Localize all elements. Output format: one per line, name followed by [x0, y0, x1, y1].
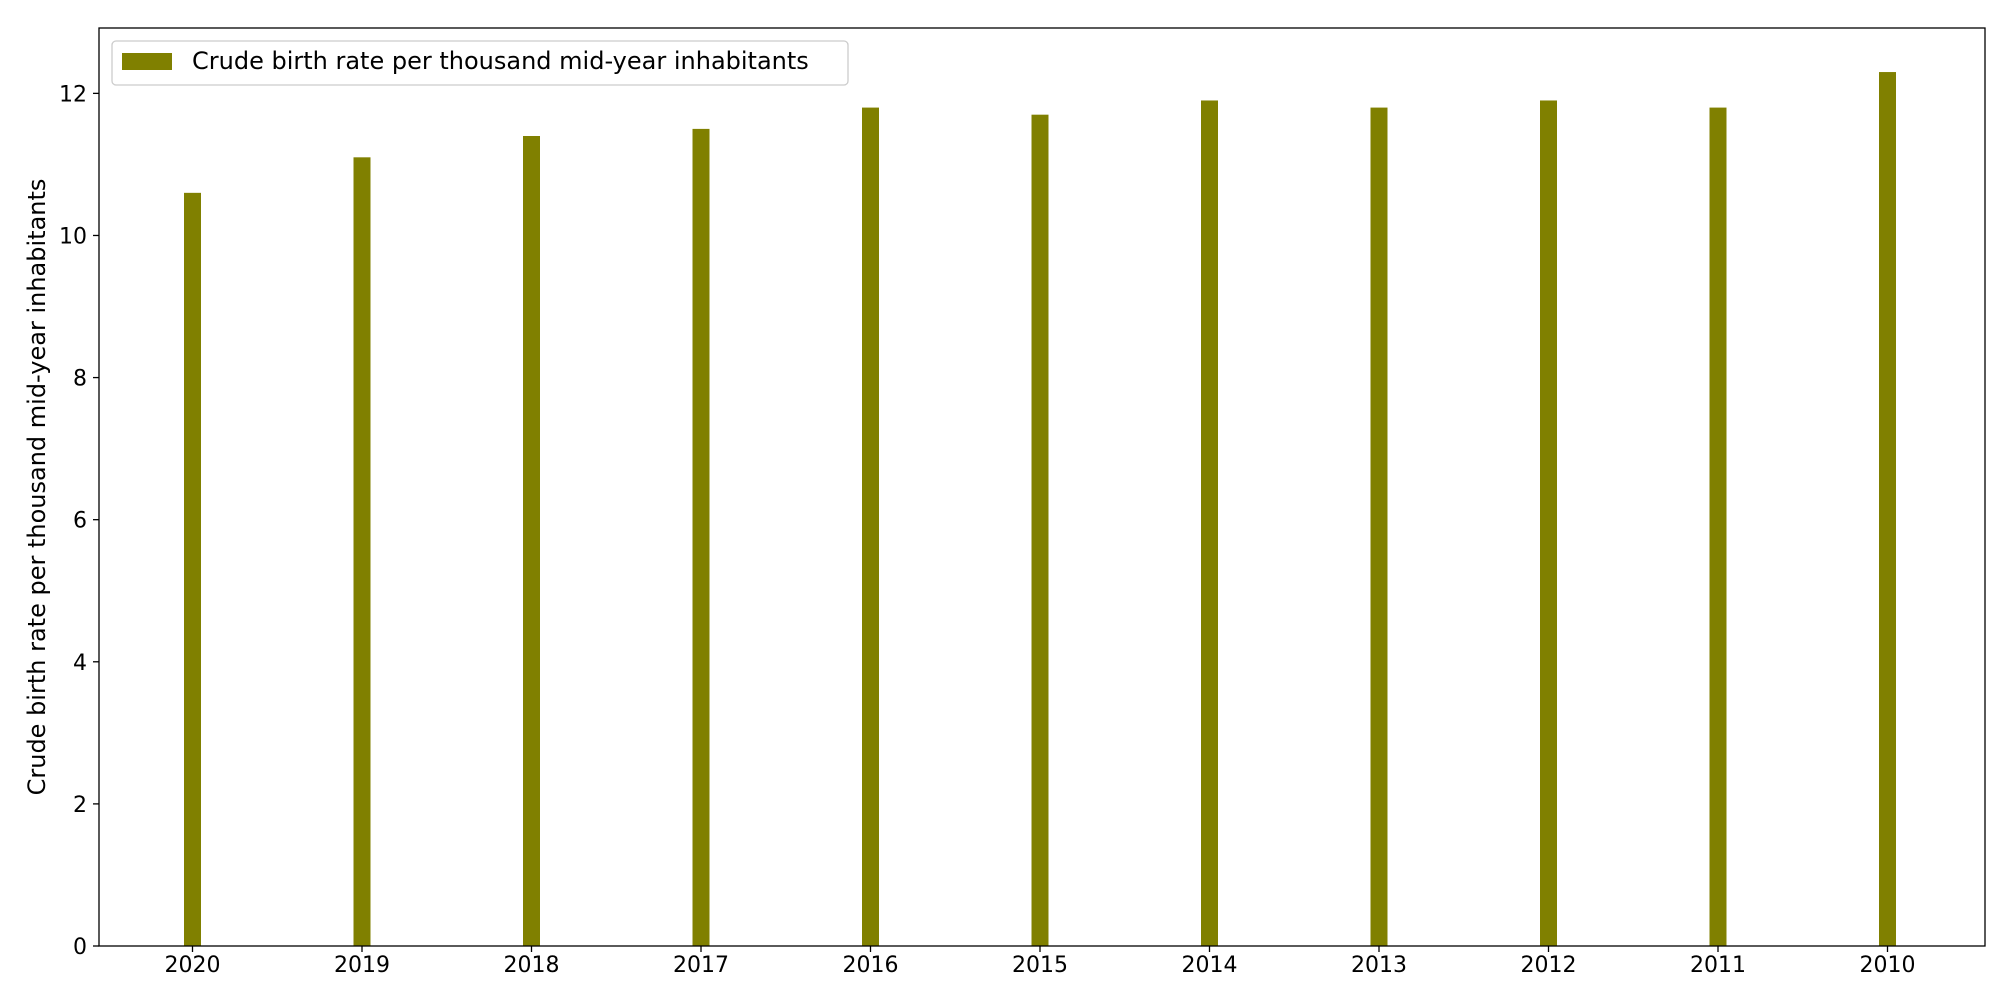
- x-tick-label: 2017: [673, 953, 729, 978]
- x-tick-label: 2011: [1690, 953, 1746, 978]
- bar-2013: [1370, 107, 1388, 946]
- plot-frame: [98, 27, 1986, 947]
- legend-swatch: [122, 53, 172, 70]
- legend-entry-label: Crude birth rate per thousand mid-year i…: [192, 47, 809, 75]
- x-tick-label: 2016: [843, 953, 899, 978]
- x-tick-label: 2013: [1351, 953, 1407, 978]
- legend: Crude birth rate per thousand mid-year i…: [111, 40, 849, 86]
- bar-2010: [1879, 72, 1896, 947]
- y-tick-label: 0: [73, 935, 87, 960]
- x-tick-label: 2014: [1182, 953, 1238, 978]
- x-tick-label: 2018: [504, 953, 560, 978]
- bar-2011: [1709, 107, 1727, 946]
- x-tick-label: 2019: [334, 953, 390, 978]
- y-tick-label: 8: [73, 367, 87, 392]
- y-tick-label: 2: [73, 793, 87, 818]
- bar-2019: [353, 157, 371, 946]
- x-tick-label: 2020: [165, 953, 221, 978]
- bars-group: [184, 72, 1896, 947]
- legend-box: [111, 40, 849, 86]
- x-tick-label: 2015: [1012, 953, 1068, 978]
- x-tick-label: 2012: [1521, 953, 1577, 978]
- x-axis-ticks: 2020 2019 2018 2017 2016 2015 2014 2013 2012 2011…: [165, 946, 1916, 978]
- bar-2012: [1540, 100, 1557, 947]
- bar-2016: [862, 107, 879, 946]
- y-tick-label: 6: [73, 509, 87, 534]
- y-tick-label: 12: [59, 82, 87, 107]
- bar-2014: [1201, 100, 1218, 947]
- bar-2020: [184, 192, 201, 947]
- bar-2015: [1031, 114, 1049, 947]
- y-axis-ticks: 0 2 4 6 8 10 12: [59, 82, 99, 960]
- bar-2018: [523, 136, 540, 946]
- bar-2017: [692, 128, 710, 946]
- x-tick-label: 2010: [1860, 953, 1916, 978]
- y-tick-label: 10: [59, 224, 87, 249]
- y-tick-label: 4: [73, 651, 87, 676]
- y-axis-label: Crude birth rate per thousand mid-year i…: [23, 179, 51, 796]
